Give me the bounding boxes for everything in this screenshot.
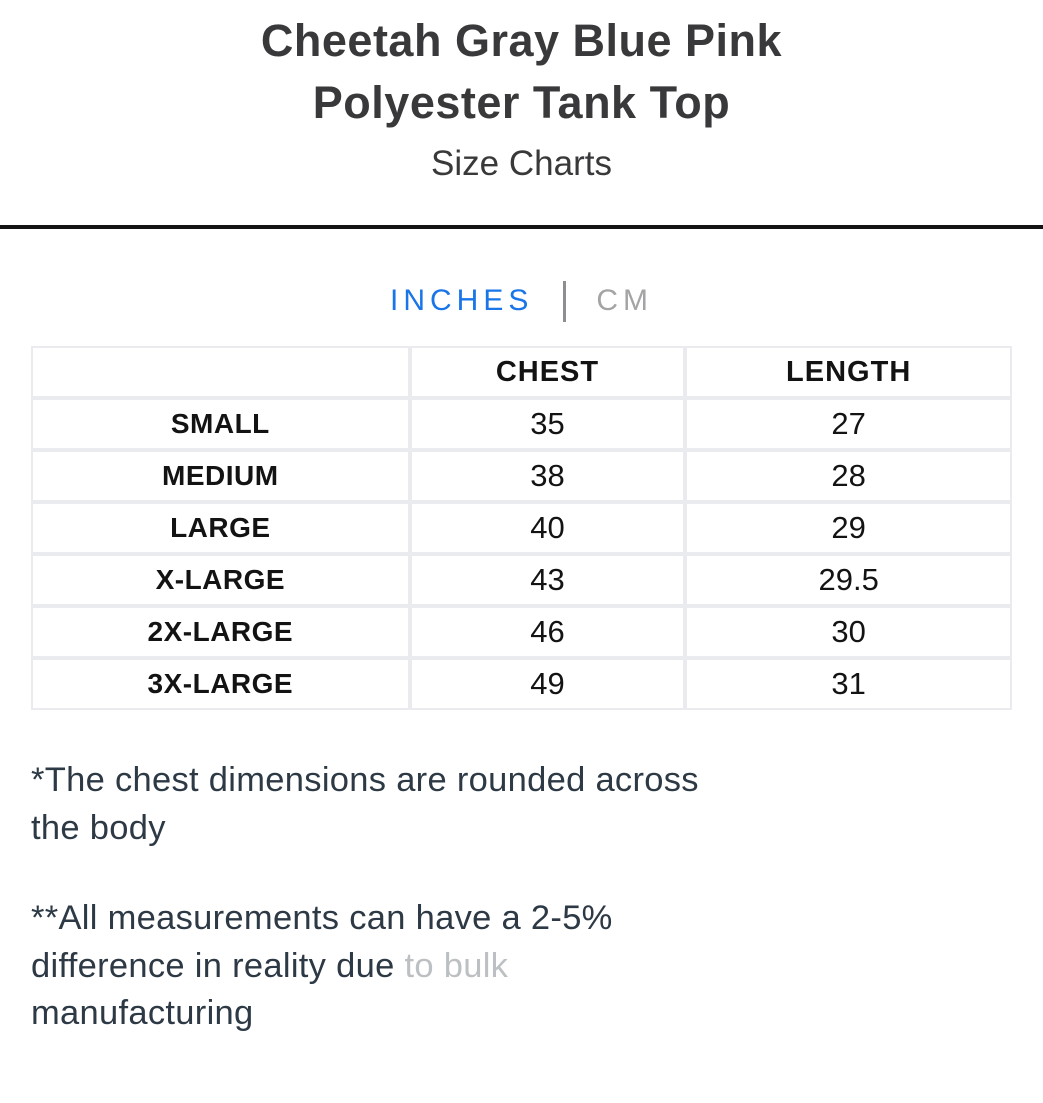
footnote-text: **All measurements can have a 2-5% <box>31 899 613 937</box>
chest-value-cell: 40 <box>409 502 686 554</box>
size-label-cell: MEDIUM <box>31 450 410 502</box>
footnote-text: manufacturing <box>31 994 254 1032</box>
page-subtitle: Size Charts <box>431 144 612 183</box>
length-value-cell: 29.5 <box>685 554 1012 606</box>
length-value-cell: 30 <box>685 606 1012 658</box>
tab-separator <box>563 280 567 322</box>
size-table: CHEST LENGTH SMALL 35 27 MEDIUM 38 28 LARGE 40 29… <box>31 346 1012 710</box>
table-row: MEDIUM 38 28 <box>31 450 1012 502</box>
size-table-head: CHEST LENGTH <box>31 346 1012 398</box>
chest-value-cell: 46 <box>409 606 686 658</box>
size-label-cell: 3X-LARGE <box>31 658 410 710</box>
footnote-tolerance: **All measurements can have a 2-5% differ… <box>31 895 1012 1038</box>
size-table-body: SMALL 35 27 MEDIUM 38 28 LARGE 40 29 X-LARGE 43 29.… <box>31 398 1012 710</box>
table-row: X-LARGE 43 29.5 <box>31 554 1012 606</box>
header: Cheetah Gray Blue Pink Polyester Tank To… <box>0 0 1043 187</box>
footnote-text: *The chest dimensions are rounded across <box>31 761 699 799</box>
footnote-text: the body <box>31 808 166 847</box>
chest-value-cell: 38 <box>409 450 686 502</box>
unit-tabs: INCHES CM <box>0 280 1043 322</box>
page-title-line-1: Cheetah Gray Blue Pink <box>260 15 783 66</box>
size-label-cell: SMALL <box>31 398 410 450</box>
size-column-header-empty <box>31 346 410 398</box>
footnote-muted-text: to bulk <box>404 946 509 985</box>
size-table-wrap: CHEST LENGTH SMALL 35 27 MEDIUM 38 28 LARGE 40 29… <box>0 346 1043 710</box>
table-row: 3X-LARGE 49 31 <box>31 658 1012 710</box>
chest-value-cell: 49 <box>409 658 686 710</box>
footnote-line: the body <box>31 805 1012 853</box>
footnote-text: difference in reality due <box>31 946 405 985</box>
chest-value-cell: 43 <box>409 554 686 606</box>
length-value-cell: 31 <box>685 658 1012 710</box>
footnote-chest: *The chest dimensions are rounded across… <box>31 757 1012 852</box>
table-row: LARGE 40 29 <box>31 502 1012 554</box>
tab-inches[interactable]: INCHES <box>389 284 534 317</box>
size-label-cell: LARGE <box>31 502 410 554</box>
chest-value-cell: 35 <box>409 398 686 450</box>
table-row: 2X-LARGE 46 30 <box>31 606 1012 658</box>
size-label-cell: 2X-LARGE <box>31 606 410 658</box>
column-header: CHEST <box>409 346 686 398</box>
page-title-line-2: Polyester Tank Top <box>312 77 731 128</box>
length-value-cell: 28 <box>685 450 1012 502</box>
size-table-header-row: CHEST LENGTH <box>31 346 1012 398</box>
size-label-cell: X-LARGE <box>31 554 410 606</box>
header-divider <box>0 225 1043 229</box>
table-row: SMALL 35 27 <box>31 398 1012 450</box>
length-value-cell: 27 <box>685 398 1012 450</box>
length-value-cell: 29 <box>685 502 1012 554</box>
footnotes: *The chest dimensions are rounded across… <box>0 757 1043 1038</box>
footnote-line: **All measurements can have a 2-5% <box>31 895 1012 943</box>
footnote-line: *The chest dimensions are rounded across <box>31 757 1012 805</box>
footnote-line: manufacturing <box>31 990 1012 1038</box>
column-header: LENGTH <box>685 346 1012 398</box>
footnote-line: difference in reality due to bulk <box>31 943 1012 991</box>
page-title: Cheetah Gray Blue Pink Polyester Tank To… <box>0 10 1043 134</box>
tab-cm[interactable]: CM <box>596 284 653 317</box>
